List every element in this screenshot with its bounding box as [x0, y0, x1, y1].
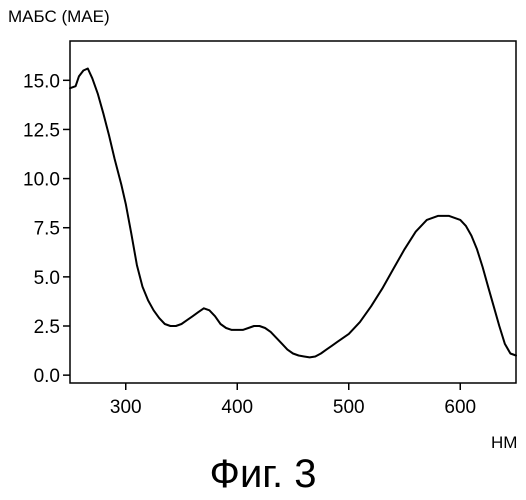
x-axis: 300 400 500 600: [110, 383, 476, 418]
y-tick-label: 2.5: [34, 317, 60, 338]
x-tick-label: 500: [333, 397, 365, 418]
y-tick-label: 12.5: [23, 120, 60, 141]
y-axis-title: МАБС (МАЕ): [8, 7, 110, 26]
absorbance-line: [70, 69, 516, 358]
x-tick-label: 300: [110, 397, 142, 418]
y-tick-label: 0.0: [34, 366, 60, 387]
plot-frame: [70, 41, 516, 383]
x-tick-label: 600: [444, 397, 476, 418]
y-tick-label: 15.0: [23, 71, 60, 92]
y-tick-label: 10.0: [23, 170, 60, 191]
x-axis-title: НМ: [491, 433, 517, 452]
y-axis: 0.0 2.5 5.0 7.5 10.0 12.5 15.0: [23, 71, 70, 387]
x-tick-label: 400: [221, 397, 253, 418]
y-tick-label: 7.5: [34, 219, 60, 240]
figure-caption: Фиг. 3: [0, 452, 526, 496]
y-tick-label: 5.0: [34, 268, 60, 289]
